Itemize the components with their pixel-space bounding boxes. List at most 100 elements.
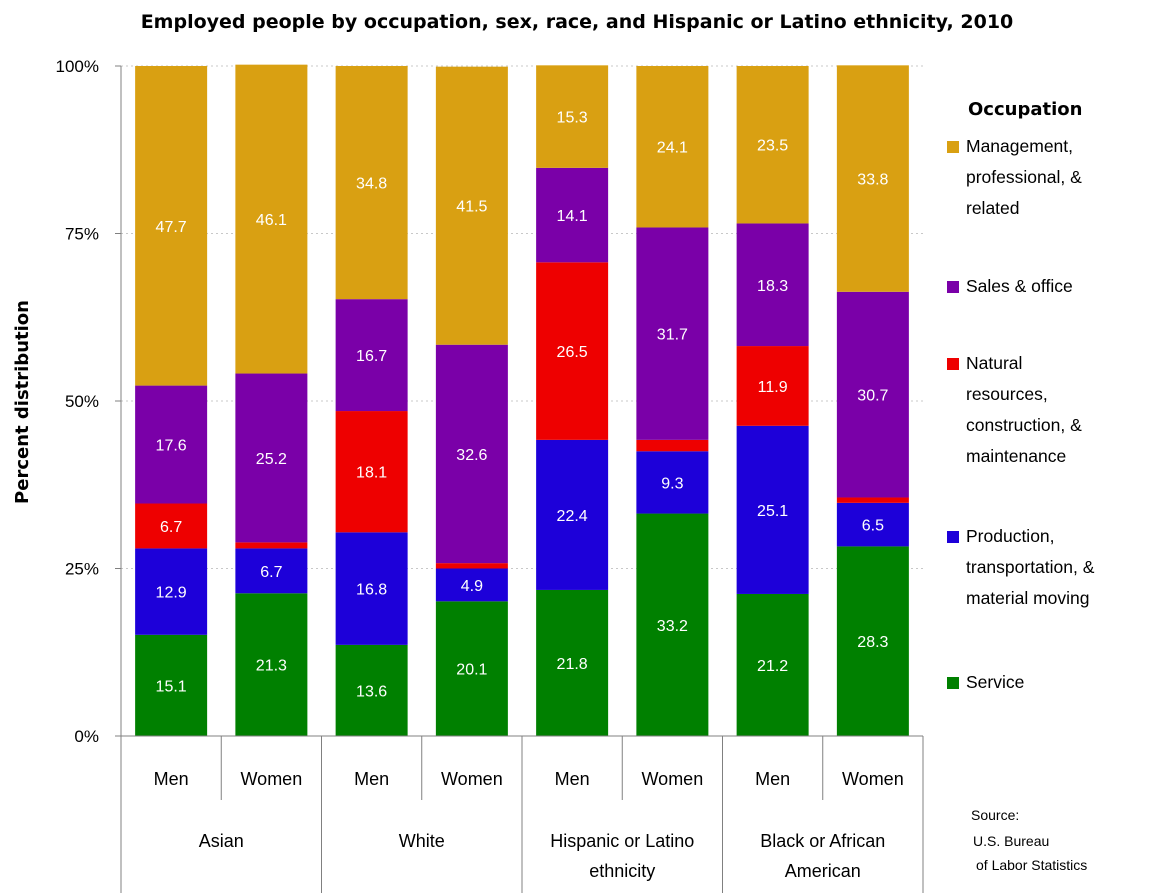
bar-segment xyxy=(536,439,609,590)
legend-label: Production, xyxy=(966,526,1055,546)
data-label: 6.5 xyxy=(862,518,884,535)
data-label: 6.7 xyxy=(160,519,182,536)
category-label: Women xyxy=(642,769,704,789)
bar-segment xyxy=(536,262,609,440)
data-label: 21.2 xyxy=(757,658,788,675)
category-label: Men xyxy=(154,769,189,789)
data-label: 21.3 xyxy=(256,658,287,675)
category-label: Women xyxy=(241,769,303,789)
category-label: Women xyxy=(842,769,904,789)
data-label: 23.5 xyxy=(757,138,788,155)
legend-label: related xyxy=(966,198,1020,218)
source-line: of Labor Statistics xyxy=(976,857,1087,873)
data-label: 24.1 xyxy=(657,140,688,157)
x-axis: Men Women Men Women Men Women Men Women Asian Whi… xyxy=(120,66,924,893)
legend-label: resources, xyxy=(966,384,1048,404)
bar-segment xyxy=(836,65,909,292)
y-tick-label: 100% xyxy=(56,57,99,76)
data-label: 6.7 xyxy=(260,564,282,581)
legend-swatch xyxy=(947,358,959,370)
legend-swatch xyxy=(947,281,959,293)
bar-segment xyxy=(135,548,208,635)
bar-segment xyxy=(335,411,408,533)
data-label: 15.3 xyxy=(557,110,588,127)
bars: 15.1 12.9 6.7 17.6 47.7 21.3 6.7 25.2 46.1 13.6 16… xyxy=(135,64,909,736)
bar-segment xyxy=(636,227,709,440)
data-label: 31.7 xyxy=(657,327,688,344)
bar-segment xyxy=(636,439,709,452)
bar-segment xyxy=(335,532,408,645)
legend: Occupation Management, professional, & rela… xyxy=(947,99,1095,692)
bar-segment xyxy=(836,497,909,503)
group-label: American xyxy=(785,861,861,881)
data-label: 34.8 xyxy=(356,176,387,193)
data-label: 26.5 xyxy=(557,344,588,361)
bar-segment xyxy=(135,634,208,736)
data-label: 15.1 xyxy=(156,678,187,695)
bar-segment xyxy=(335,299,408,412)
bar-segment xyxy=(435,601,508,736)
bar-segment xyxy=(536,167,609,263)
data-label: 21.8 xyxy=(557,656,588,673)
bar-segment xyxy=(335,644,408,736)
bar-segment xyxy=(636,513,709,736)
bar-segment xyxy=(836,546,909,736)
bar-segment xyxy=(536,65,609,168)
chart-title: Employed people by occupation, sex, race… xyxy=(141,11,1014,33)
data-label: 9.3 xyxy=(661,475,683,492)
legend-label: Management, xyxy=(966,136,1073,156)
bar-segment xyxy=(135,503,208,549)
data-label: 12.9 xyxy=(156,585,187,602)
legend-swatch xyxy=(947,677,959,689)
source-line: U.S. Bureau xyxy=(973,833,1049,849)
data-label: 22.4 xyxy=(557,508,588,525)
data-label: 4.9 xyxy=(461,578,483,595)
data-label: 25.1 xyxy=(757,503,788,520)
bar-segment xyxy=(435,66,508,345)
bar-segment xyxy=(435,344,508,564)
group-label: Black or African xyxy=(760,831,885,851)
y-tick-label: 50% xyxy=(65,392,99,411)
bar-segment xyxy=(736,66,809,224)
bar-segment xyxy=(235,373,308,543)
bar-segment xyxy=(636,66,709,228)
legend-label: Sales & office xyxy=(966,276,1073,296)
y-axis-label: Percent distribution xyxy=(12,300,33,504)
bar-segment xyxy=(235,593,308,736)
bar-segment xyxy=(235,64,308,374)
data-label: 47.7 xyxy=(156,219,187,236)
bar-segment xyxy=(235,548,308,594)
group-label: Asian xyxy=(199,831,244,851)
data-label: 33.8 xyxy=(857,172,888,189)
legend-swatch xyxy=(947,531,959,543)
data-label: 18.1 xyxy=(356,465,387,482)
category-label: Women xyxy=(441,769,503,789)
legend-swatch xyxy=(947,141,959,153)
data-label: 25.2 xyxy=(256,451,287,468)
category-label: Men xyxy=(755,769,790,789)
bar-segment xyxy=(836,502,909,547)
data-label: 16.8 xyxy=(356,582,387,599)
bar-segment xyxy=(435,563,508,569)
legend-title: Occupation xyxy=(968,99,1082,120)
legend-label: Service xyxy=(966,672,1024,692)
bar-segment xyxy=(736,223,809,347)
legend-label: Natural xyxy=(966,353,1022,373)
data-label: 30.7 xyxy=(857,388,888,405)
data-label: 18.3 xyxy=(757,278,788,295)
bar-segment xyxy=(536,589,609,736)
legend-label: maintenance xyxy=(966,446,1066,466)
data-label: 14.1 xyxy=(557,208,588,225)
data-label: 41.5 xyxy=(456,199,487,216)
bar-segment xyxy=(736,425,809,594)
category-label: Men xyxy=(555,769,590,789)
legend-label: professional, & xyxy=(966,167,1082,187)
bar-segment xyxy=(435,568,508,602)
category-label: Men xyxy=(354,769,389,789)
y-tick-label: 25% xyxy=(65,560,99,579)
y-tick-label: 75% xyxy=(65,225,99,244)
group-label: White xyxy=(399,831,445,851)
bar-segment xyxy=(135,66,208,386)
y-tick-label: 0% xyxy=(74,727,99,746)
